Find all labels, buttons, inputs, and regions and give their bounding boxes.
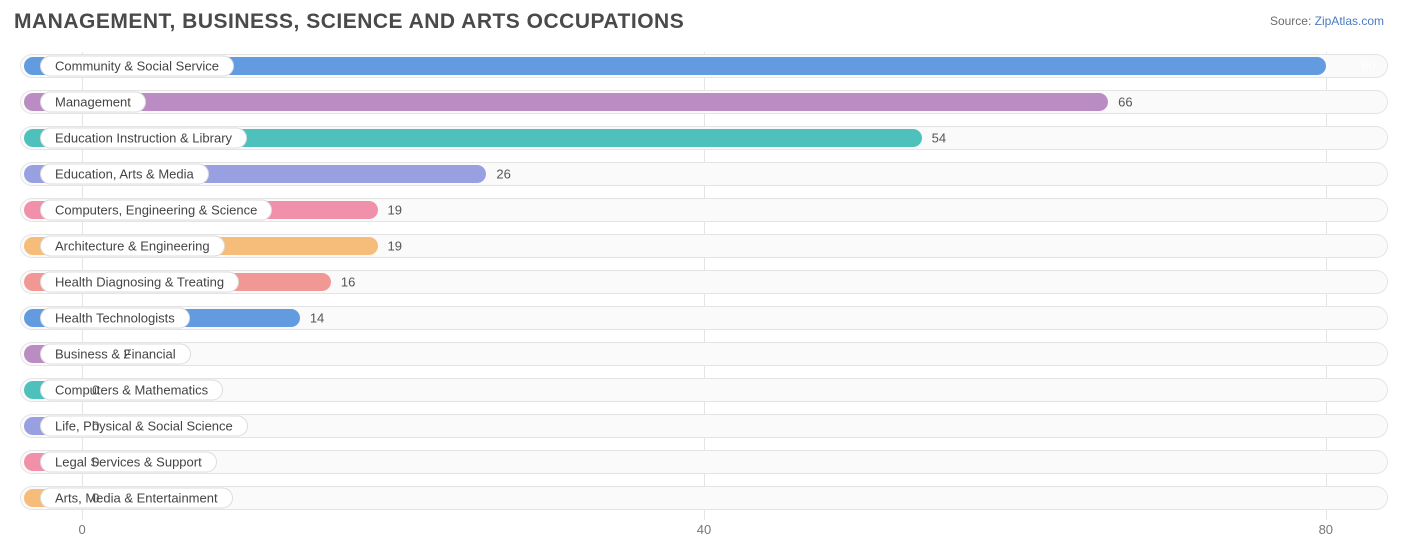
bar-fill (24, 93, 1108, 111)
bar-row: Education Instruction & Library 54 (20, 124, 1388, 152)
source-attribution: Source: ZipAtlas.com (1270, 14, 1384, 28)
bar-row: Management 66 (20, 88, 1388, 116)
value-label: 0 (92, 383, 99, 398)
bar-row: Computers, Engineering & Science 19 (20, 196, 1388, 224)
value-label: 16 (341, 275, 355, 290)
bar-row: Legal Services & Support0 (20, 448, 1388, 476)
bar-row: Health Technologists 14 (20, 304, 1388, 332)
source-link[interactable]: ZipAtlas.com (1315, 14, 1384, 28)
x-axis: 0 40 80 (20, 520, 1388, 542)
bars-container: Community & Social Service 80 Management 66… (20, 52, 1388, 512)
x-tick-label: 0 (79, 522, 86, 537)
chart-title: MANAGEMENT, BUSINESS, SCIENCE AND ARTS O… (14, 10, 684, 34)
category-label: Health Diagnosing & Treating (40, 272, 239, 293)
bar-row: Arts, Media & Entertainment0 (20, 484, 1388, 512)
category-label: Health Technologists (40, 308, 190, 329)
bar-row: Education, Arts & Media 26 (20, 160, 1388, 188)
value-label: 0 (92, 455, 99, 470)
value-label: 0 (92, 491, 99, 506)
category-label: Management (40, 92, 146, 113)
category-label: Community & Social Service (40, 56, 234, 77)
bar-row: Community & Social Service 80 (20, 52, 1388, 80)
bar-row: Architecture & Engineering 19 (20, 232, 1388, 260)
category-label: Architecture & Engineering (40, 236, 225, 257)
x-tick-label: 80 (1319, 522, 1333, 537)
category-label: Arts, Media & Entertainment (40, 488, 233, 509)
value-label: 80 (1362, 59, 1376, 74)
category-label: Life, Physical & Social Science (40, 416, 248, 437)
category-label: Business & Financial (40, 344, 191, 365)
bar-row: Health Diagnosing & Treating 16 (20, 268, 1388, 296)
bar-track (20, 342, 1388, 366)
value-label: 19 (388, 239, 402, 254)
x-tick-label: 40 (697, 522, 711, 537)
bar-track (20, 450, 1388, 474)
bar-track (20, 378, 1388, 402)
value-label: 14 (310, 311, 324, 326)
bar-row: Business & Financial2 (20, 340, 1388, 368)
value-label: 66 (1118, 95, 1132, 110)
bar-row: Life, Physical & Social Science0 (20, 412, 1388, 440)
source-prefix: Source: (1270, 14, 1315, 28)
value-label: 19 (388, 203, 402, 218)
category-label: Computers, Engineering & Science (40, 200, 272, 221)
category-label: Legal Services & Support (40, 452, 217, 473)
chart-header: MANAGEMENT, BUSINESS, SCIENCE AND ARTS O… (10, 10, 1388, 34)
value-label: 2 (123, 347, 130, 362)
value-label: 54 (932, 131, 946, 146)
category-label: Education, Arts & Media (40, 164, 209, 185)
category-label: Computers & Mathematics (40, 380, 223, 401)
bar-row: Computers & Mathematics0 (20, 376, 1388, 404)
value-label: 0 (92, 419, 99, 434)
category-label: Education Instruction & Library (40, 128, 247, 149)
chart-area: Community & Social Service 80 Management 66… (10, 52, 1388, 542)
value-label: 26 (496, 167, 510, 182)
